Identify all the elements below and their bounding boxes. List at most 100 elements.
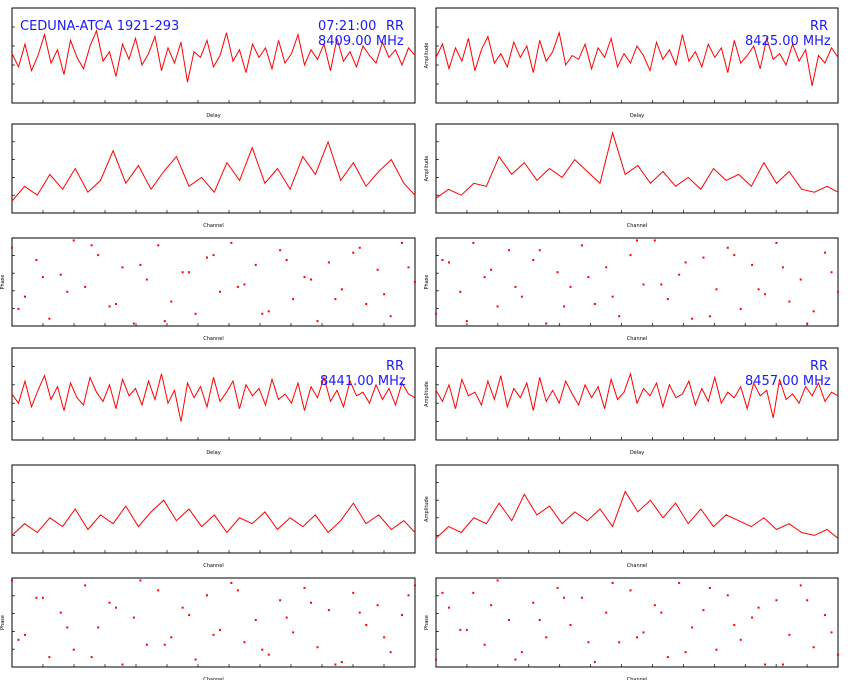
chart-5-point [188,271,191,274]
chart-5-point [145,278,148,281]
chart-12-point [775,599,778,602]
chart-12-point [532,601,535,604]
chart-5-point [261,312,264,315]
chart-5-point [254,263,257,266]
chart-12-point [447,606,450,609]
chart-12-point [593,661,596,664]
chart-5-point [340,288,343,291]
chart-5-frame [11,237,416,327]
chart-6-point [684,261,687,264]
chart-5-point [219,290,221,293]
chart-11-point [407,594,410,597]
chart-11-point [212,633,215,636]
chart-3-xlabel: Channel [203,223,224,229]
chart-5-point [72,239,75,242]
freq-label-2: 8425.00 MHz [745,34,831,49]
chart-5-point [163,320,166,323]
chart-5-point [292,298,295,301]
chart-9-frame [11,464,416,554]
chart-12-point [702,609,705,612]
chart-5-point [181,271,184,274]
chart-5-point [84,285,87,288]
chart-6-point [708,315,711,318]
chart-11-point [108,601,111,604]
chart-4-ylabel: Amplitude [424,156,430,182]
chart-7-frame [11,347,416,441]
chart-1-series-line [11,29,416,83]
chart-12-point [465,628,468,631]
pol-label-1: RR [386,19,405,34]
chart-5-point [376,268,379,271]
chart-12-point [642,631,645,634]
chart-11-point [327,609,330,612]
chart-9-series-line [11,499,416,536]
chart-12-point [660,611,663,614]
chart-12-point [563,596,566,599]
chart-6-point [739,307,742,310]
chart-11-point [157,589,160,592]
chart-5-point [358,246,361,249]
chart-6-point [496,305,499,308]
chart-12-point [830,631,833,634]
chart-12-point [757,606,760,609]
chart-11-point [285,616,288,619]
chart-6-point [678,273,681,276]
chart-10-xlabel: Channel [627,563,648,569]
chart-5-point [327,261,330,264]
chart-6-point [611,295,614,298]
chart-3-frame [11,123,416,214]
chart-12-point [739,638,742,641]
chart-11-point [132,616,135,619]
chart-3-series-line [11,140,416,202]
chart-11-point [66,626,69,629]
chart-4-frame [435,123,839,214]
chart-6-point [775,241,778,244]
chart-12-point [691,626,694,629]
chart-12-point [618,641,621,644]
chart-6-xlabel: Channel [627,336,648,342]
chart-11-point [170,636,173,639]
chart-5-point [316,320,319,323]
chart-6-point [733,254,736,257]
chart-11-frame [11,577,416,668]
chart-11-point [139,579,142,582]
chart-11-point [316,646,319,649]
chart-11-point [188,614,191,617]
chart-5-point [414,281,416,283]
chart-12-point [538,619,541,622]
chart-11-point [340,661,343,664]
chart-5-point [352,251,355,254]
chart-5-point [212,254,215,257]
chart-11-point [11,579,13,582]
chart-12-ylabel: Phase [424,615,430,630]
chart-5-point [236,285,239,288]
chart-6-point [830,271,833,274]
chart-5-point [170,300,173,303]
chart-6-point [757,288,760,291]
chart-5-point [139,263,142,266]
chart-8-xlabel: Delay [630,450,644,456]
chart-12-point [726,594,729,597]
chart-5-xlabel: Channel [203,336,224,342]
chart-12-point [611,581,614,584]
chart-11-point [206,594,208,597]
chart-6-frame [435,237,839,327]
chart-11-point [163,643,166,646]
chart-6-point [472,241,475,244]
chart-6-ylabel: Phase [424,275,430,290]
chart-12-point [556,586,559,589]
chart-12-xlabel: Channel [627,677,648,680]
chart-12-point [751,616,754,619]
chart-12-point [490,604,493,607]
chart-11-point [358,611,361,614]
chart-11-point [35,596,38,599]
chart-5-point [334,298,337,301]
chart-5-point [24,295,26,298]
chart-6-point [837,290,839,293]
chart-6-point [563,305,566,308]
chart-12-point [812,646,815,649]
chart-12-point [520,651,523,654]
chart-6-point [556,271,559,274]
chart-5-point [310,278,312,281]
chart-11-point [310,601,312,604]
